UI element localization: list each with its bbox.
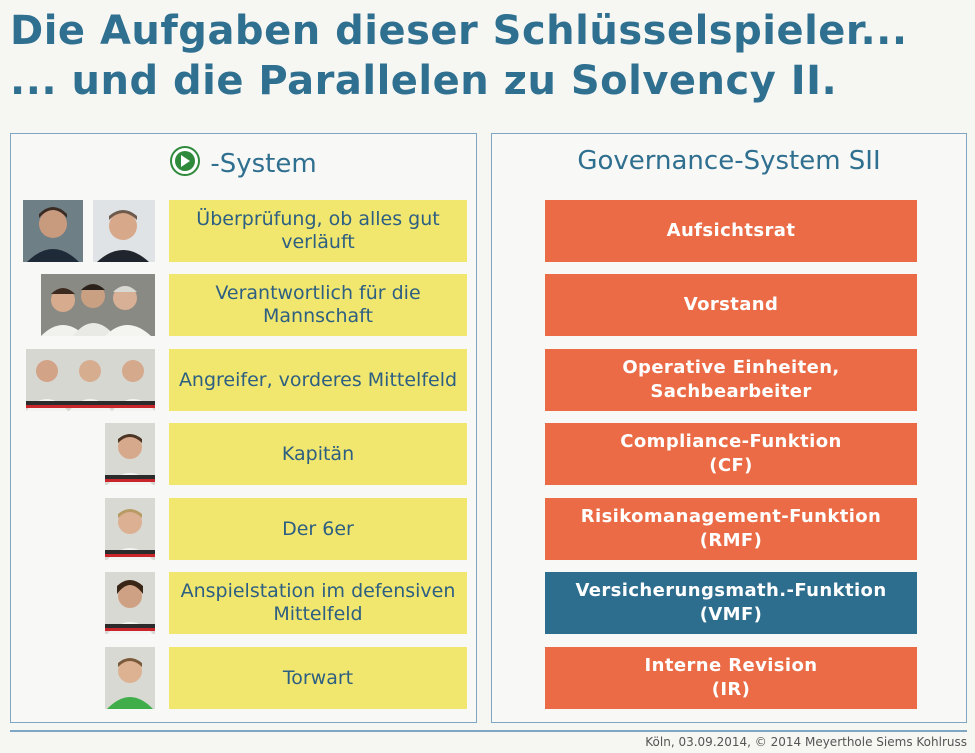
function-line-2: (VMF) [699,604,763,625]
dfb-logo-icon [170,146,201,176]
photo-defensive-midfielder [105,498,155,560]
left-panel-heading: -System [11,146,476,179]
function-box-board: Vorstand [545,274,917,336]
function-box-internal-audit: Interne Revision (IR) [545,647,917,709]
function-box-operative-units: Operative Einheiten, Sachbearbeiter [545,349,917,411]
left-panel-heading-text: -System [210,149,317,179]
footer-text: Köln, 03.09.2014, © 2014 Meyerthole Siem… [645,735,967,749]
right-panel-heading: Governance-System SII [577,146,881,176]
photo-forwards [26,349,155,411]
function-line-1: Risikomanagement-Funktion [580,506,882,527]
function-line-1: Aufsichtsrat [666,220,796,241]
function-line-1: Versicherungsmath.-Funktion [575,580,887,601]
slide-title-line-2: ... und die Parallelen zu Solvency II. [10,58,838,104]
photo-supervisors [23,200,155,262]
function-line-2: (RMF) [699,530,763,551]
slide-title-line-1: Die Aufgaben dieser Schlüsselspieler... [10,8,908,54]
function-line-2: (CF) [709,455,753,476]
role-box-team-responsibility: Verantwortlich für die Mannschaft [169,274,467,336]
function-line-2: (IR) [711,679,751,700]
function-line-1: Vorstand [683,294,779,315]
function-line-1: Operative Einheiten, [622,357,840,378]
role-box-forwards: Angreifer, vorderes Mittelfeld [169,349,467,411]
role-box-number-six: Der 6er [169,498,467,560]
function-box-risk-management: Risikomanagement-Funktion (RMF) [545,498,917,560]
photo-goalkeeper [105,647,155,709]
photo-coaching-staff [41,274,155,336]
role-box-defensive-midfield: Anspielstation im defensiven Mittelfeld [169,572,467,634]
function-line-1: Compliance-Funktion [620,431,842,452]
role-box-goalkeeper: Torwart [169,647,467,709]
function-box-actuarial: Versicherungsmath.-Funktion (VMF) [545,572,917,634]
right-panel-governance-system: Governance-System SII Aufsichtsrat Vorst… [491,133,967,723]
footer-divider [10,730,967,732]
photo-midfield-anchor [105,572,155,634]
function-box-supervisory-board: Aufsichtsrat [545,200,917,262]
role-box-captain: Kapitän [169,423,467,485]
function-box-compliance: Compliance-Funktion (CF) [545,423,917,485]
function-line-2: Sachbearbeiter [650,381,812,402]
role-box-supervision: Überprüfung, ob alles gut verläuft [169,200,467,262]
left-panel-dfb-system: -System [10,133,477,723]
function-line-1: Interne Revision [644,655,818,676]
photo-captain [105,423,155,485]
